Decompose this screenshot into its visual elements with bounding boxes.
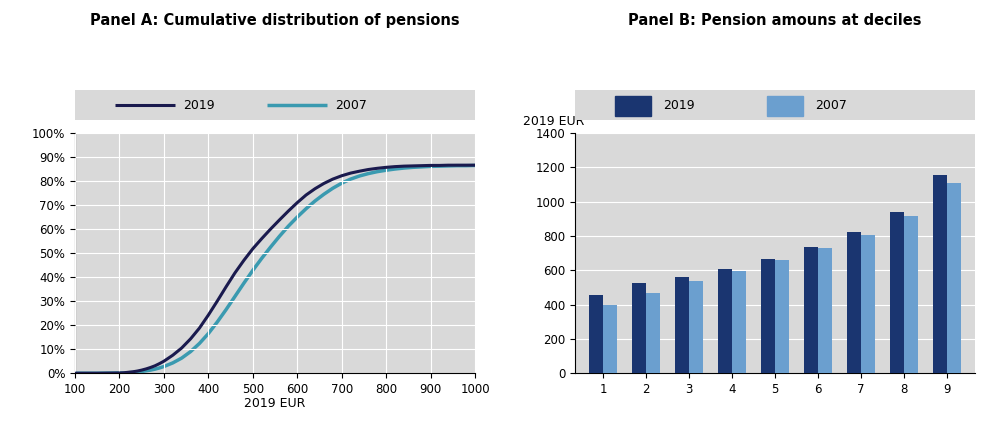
Bar xyxy=(767,96,803,115)
Text: 2019 EUR: 2019 EUR xyxy=(523,115,584,128)
Bar xyxy=(603,305,617,373)
Bar xyxy=(818,248,832,373)
Bar xyxy=(675,277,689,373)
X-axis label: 2019 EUR: 2019 EUR xyxy=(244,397,306,411)
Bar xyxy=(632,283,646,373)
Bar xyxy=(947,183,961,373)
Bar xyxy=(589,295,603,373)
Bar xyxy=(689,281,703,373)
Bar xyxy=(615,96,651,115)
Text: 2019: 2019 xyxy=(183,99,215,112)
Text: 2007: 2007 xyxy=(815,99,847,112)
Bar xyxy=(904,216,918,373)
Bar xyxy=(804,247,818,373)
Bar xyxy=(761,259,775,373)
Text: 2019: 2019 xyxy=(663,99,695,112)
Text: Panel B: Pension amouns at deciles: Panel B: Pension amouns at deciles xyxy=(628,13,922,28)
Bar xyxy=(890,212,904,373)
Text: 2007: 2007 xyxy=(335,99,367,112)
Bar xyxy=(775,260,789,373)
Text: Panel A: Cumulative distribution of pensions: Panel A: Cumulative distribution of pens… xyxy=(90,13,460,28)
Bar xyxy=(718,269,732,373)
Bar xyxy=(933,175,947,373)
Bar xyxy=(646,293,660,373)
Bar xyxy=(732,271,746,373)
Bar xyxy=(847,232,861,373)
Bar xyxy=(861,235,875,373)
